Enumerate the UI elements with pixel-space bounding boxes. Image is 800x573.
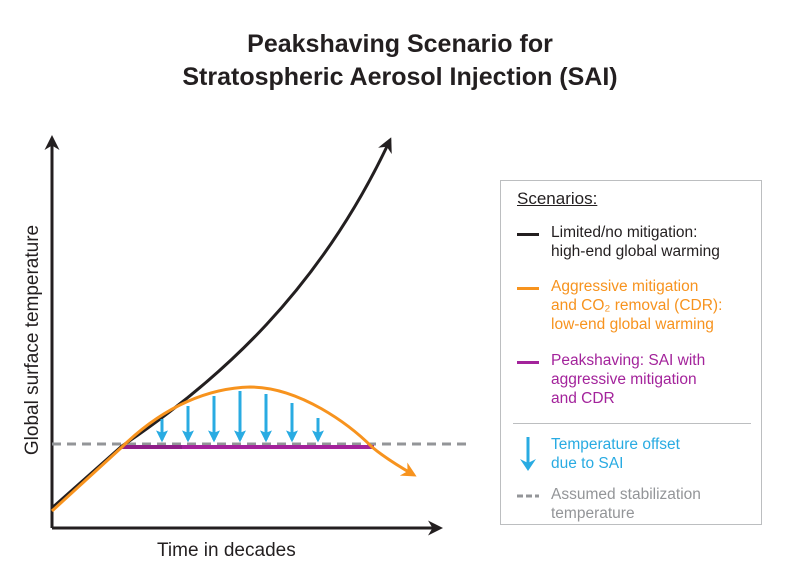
legend-limited-line1: Limited/no mitigation:: [551, 224, 698, 241]
orange-line-swatch: [517, 287, 539, 290]
diagram-title: Peakshaving Scenario for Stratospheric A…: [0, 28, 800, 94]
title-line-1: Peakshaving Scenario for: [247, 30, 553, 58]
legend-offset-line1: Temperature offset: [551, 436, 680, 453]
legend-title: Scenarios:: [517, 189, 598, 208]
legend-aggressive-line3: low-end global warming: [551, 316, 714, 333]
title-line-2: Stratospheric Aerosol Injection (SAI): [182, 63, 618, 91]
black-line-swatch: [517, 233, 539, 236]
temperature-offset-arrows: [156, 391, 324, 443]
legend-peakshaving-line3: and CDR: [551, 390, 615, 407]
legend-text-offset: Temperature offset due to SAI: [551, 435, 761, 473]
legend-offset-line2: due to SAI: [551, 455, 624, 472]
y-axis-label: Global surface temperature: [22, 224, 43, 456]
legend-aggressive-line2: and CO₂ removal (CDR):: [551, 297, 723, 314]
legend-stabilization-line1: Assumed stabilization: [551, 486, 701, 503]
down-arrow-icon: [520, 437, 536, 471]
legend-divider: [513, 423, 751, 424]
legend: Scenarios: Limited/no mitigation: high-e…: [500, 180, 762, 525]
limited-mitigation-curve: [51, 137, 392, 510]
legend-text-peakshaving: Peakshaving: SAI with aggressive mitigat…: [551, 351, 761, 408]
purple-line-swatch: [517, 361, 539, 364]
legend-text-aggressive: Aggressive mitigation and CO₂ removal (C…: [551, 277, 761, 334]
legend-stabilization-line2: temperature: [551, 505, 635, 522]
legend-peakshaving-line2: aggressive mitigation: [551, 371, 697, 388]
x-axis-label: Time in decades: [157, 540, 296, 561]
aggressive-mitigation-curve: [50, 385, 417, 513]
legend-limited-line2: high-end global warming: [551, 243, 720, 260]
legend-peakshaving-line1: Peakshaving: SAI with: [551, 352, 706, 369]
legend-text-limited: Limited/no mitigation: high-end global w…: [551, 223, 761, 261]
legend-text-stabilization: Assumed stabilization temperature: [551, 485, 761, 523]
dashed-line-swatch: [517, 494, 539, 498]
legend-aggressive-line1: Aggressive mitigation: [551, 278, 699, 295]
